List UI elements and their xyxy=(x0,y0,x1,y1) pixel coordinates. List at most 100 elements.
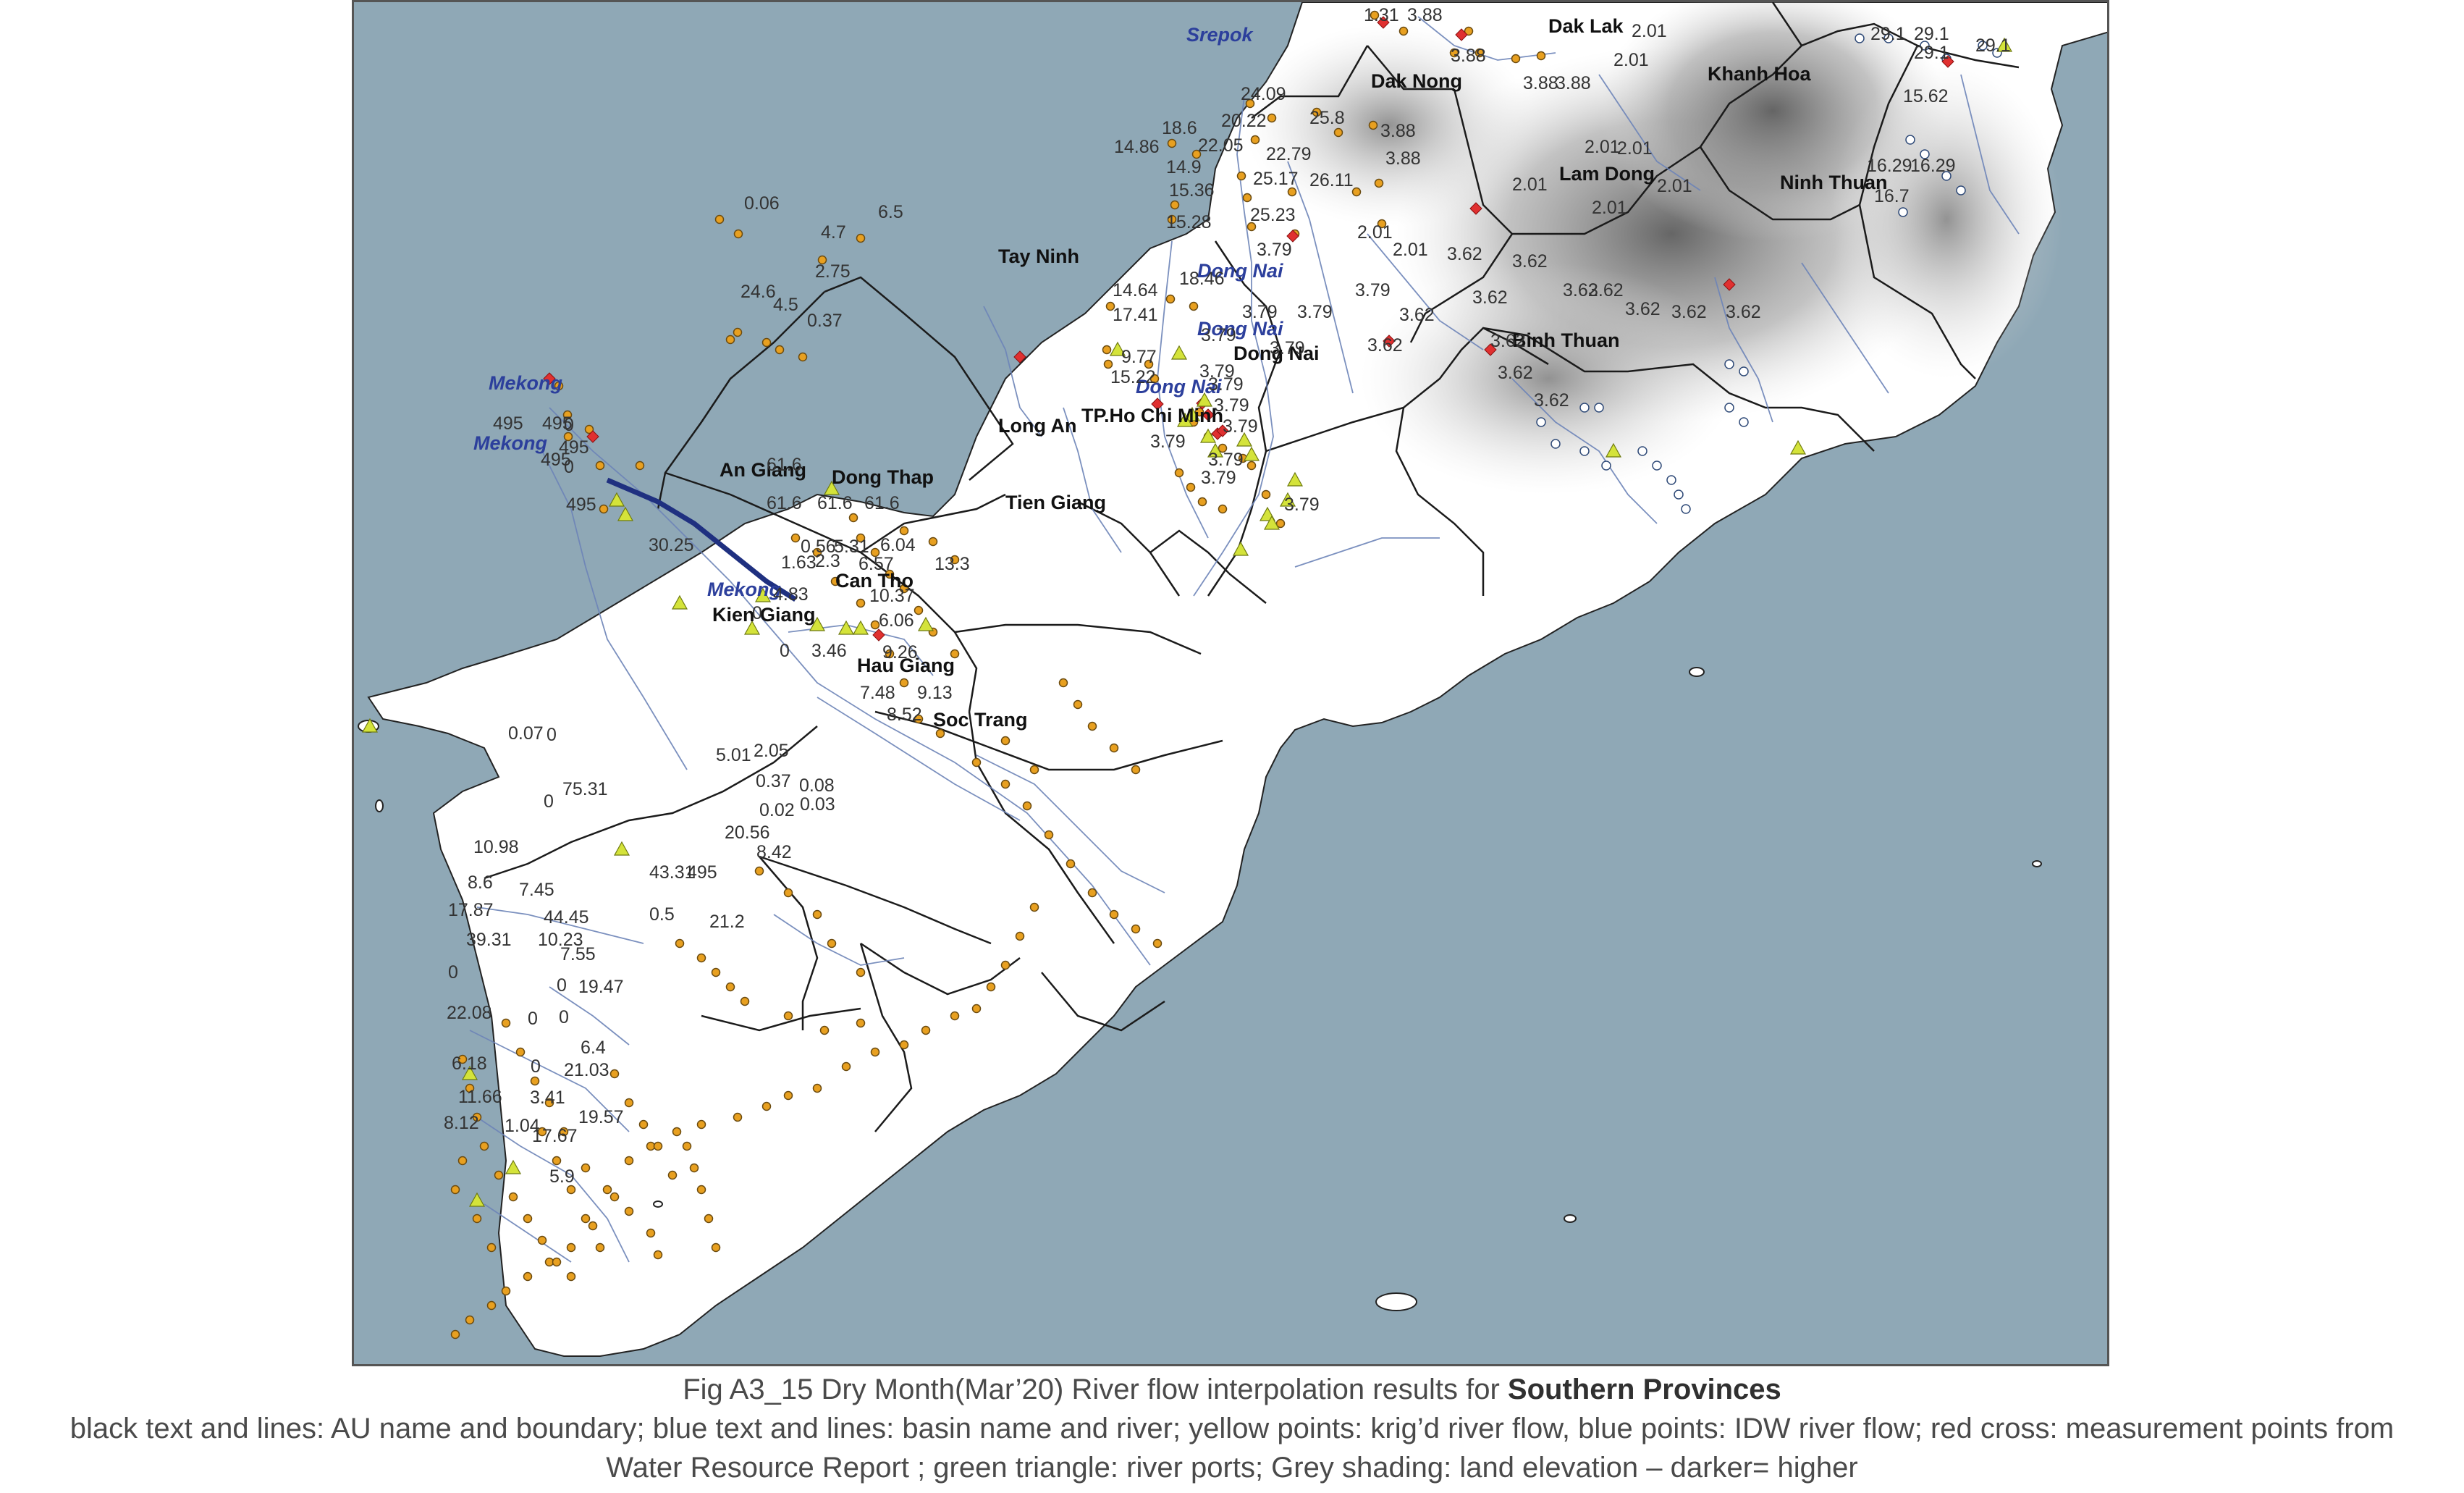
river-port xyxy=(361,718,379,733)
river-port xyxy=(1243,446,1260,461)
krig-point xyxy=(672,1127,682,1137)
krig-point xyxy=(479,1141,489,1151)
krig-point xyxy=(667,1170,678,1180)
flow-value-label: 9.77 xyxy=(1121,347,1157,367)
flow-value-label: 8.42 xyxy=(756,842,792,862)
flow-value-label: 10.98 xyxy=(473,837,519,857)
krig-point xyxy=(1246,460,1257,471)
krig-point xyxy=(1312,107,1322,117)
krig-point xyxy=(848,513,858,523)
flow-value-label: 3.41 xyxy=(530,1088,565,1108)
idw-point xyxy=(1579,403,1590,413)
flow-value-label: 3.79 xyxy=(1270,338,1305,358)
flow-value-label: 3.46 xyxy=(811,641,847,661)
river-port xyxy=(823,480,840,495)
krig-point xyxy=(530,1076,540,1086)
krig-point xyxy=(812,909,822,920)
krig-point xyxy=(1333,127,1343,138)
krig-point xyxy=(1189,301,1199,311)
krig-point xyxy=(1152,938,1163,949)
flow-value-label: 17.67 xyxy=(532,1126,578,1146)
krig-point xyxy=(465,1315,475,1325)
flow-value-label: 0.03 xyxy=(800,794,835,815)
flow-value-label: 11.66 xyxy=(458,1087,502,1107)
flow-value-label: 0 xyxy=(752,603,762,623)
flow-value-label: 6.5 xyxy=(878,202,903,222)
flow-value-label: 3.62 xyxy=(1472,287,1508,308)
province-label: Dak Nong xyxy=(1371,70,1462,92)
flow-value-label: 17.87 xyxy=(448,900,494,920)
flow-value-label: 2.01 xyxy=(1632,21,1667,41)
province-label: Tien Giang xyxy=(1005,492,1106,513)
flow-value-label: 61.6 xyxy=(767,455,802,475)
flow-value-label: 0 xyxy=(780,641,790,661)
flow-value-label: 495 xyxy=(493,413,523,434)
krig-point xyxy=(457,1054,468,1064)
krig-point xyxy=(653,1141,663,1151)
river-port xyxy=(1286,471,1304,487)
flow-value-label: 16.29 xyxy=(1867,156,1912,176)
krig-point xyxy=(841,1061,851,1072)
basin-label: Mekong xyxy=(489,372,563,394)
idw-point xyxy=(1739,366,1749,377)
idw-point xyxy=(1637,446,1647,456)
river-port xyxy=(671,594,688,610)
idw-point xyxy=(1666,475,1676,485)
measurement-point xyxy=(1941,55,1954,68)
krig-point xyxy=(559,1127,569,1137)
krig-point xyxy=(1000,779,1011,789)
river-port xyxy=(754,587,772,602)
krig-point xyxy=(1267,113,1277,123)
krig-point xyxy=(584,424,594,434)
flow-value-label: 8.6 xyxy=(468,872,493,893)
krig-point xyxy=(1287,187,1297,197)
idw-point xyxy=(1739,417,1749,427)
flow-value-label: 0.37 xyxy=(807,311,843,331)
measurement-point xyxy=(1013,350,1026,363)
krig-point xyxy=(566,1242,576,1253)
flow-value-label: 2.01 xyxy=(1592,198,1627,218)
flow-value-label: 3.88 xyxy=(1451,46,1486,66)
flow-value-label: 5.31 xyxy=(834,537,869,557)
province-label: Dong Nai xyxy=(1233,342,1320,364)
basin-label: Mekong xyxy=(707,579,782,600)
krig-point xyxy=(523,1271,533,1282)
krig-point xyxy=(544,1098,554,1108)
river-port xyxy=(743,620,761,635)
krig-point xyxy=(472,1214,482,1224)
flow-value-label: 44.45 xyxy=(544,907,589,928)
flow-value-label: 22.08 xyxy=(447,1003,492,1023)
krig-point xyxy=(562,410,573,420)
province-label: Can Tho xyxy=(835,570,914,592)
flow-value-label: 21.03 xyxy=(564,1060,609,1080)
caption-title: Fig A3_15 Dry Month(Mar’20) River flow i… xyxy=(0,1370,2464,1409)
krig-point xyxy=(1242,193,1252,203)
flow-value-label: 3.62 xyxy=(1625,299,1661,319)
flow-value-label: 22.79 xyxy=(1266,144,1312,164)
flow-value-label: 22.05 xyxy=(1198,135,1244,156)
flow-value-label: 21.2 xyxy=(709,912,745,932)
caption-legend-line-2: Water Resource Report ; green triangle: … xyxy=(606,1452,1858,1484)
measurement-point xyxy=(872,628,885,642)
krig-point xyxy=(856,233,866,243)
krig-point xyxy=(1022,801,1032,811)
krig-point xyxy=(711,967,721,977)
krig-point xyxy=(457,1156,468,1166)
krig-point xyxy=(1186,482,1196,492)
krig-point xyxy=(885,649,895,659)
basin-label: Mekong xyxy=(473,432,548,454)
krig-point xyxy=(696,1119,706,1130)
krig-point xyxy=(602,1185,612,1195)
flow-value-label: 7.55 xyxy=(560,944,596,964)
krig-point xyxy=(1144,359,1154,369)
krig-point xyxy=(472,1112,482,1122)
flow-value-label: 0 xyxy=(448,962,458,983)
idw-point xyxy=(1652,460,1662,471)
river-port xyxy=(1263,515,1280,530)
flow-value-label: 0.08 xyxy=(799,775,835,796)
idw-point xyxy=(1905,135,1915,145)
krig-point xyxy=(733,327,743,337)
measurement-point xyxy=(1455,28,1468,41)
flow-value-label: 25.23 xyxy=(1250,205,1296,225)
flow-value-label: 2.75 xyxy=(815,261,851,282)
